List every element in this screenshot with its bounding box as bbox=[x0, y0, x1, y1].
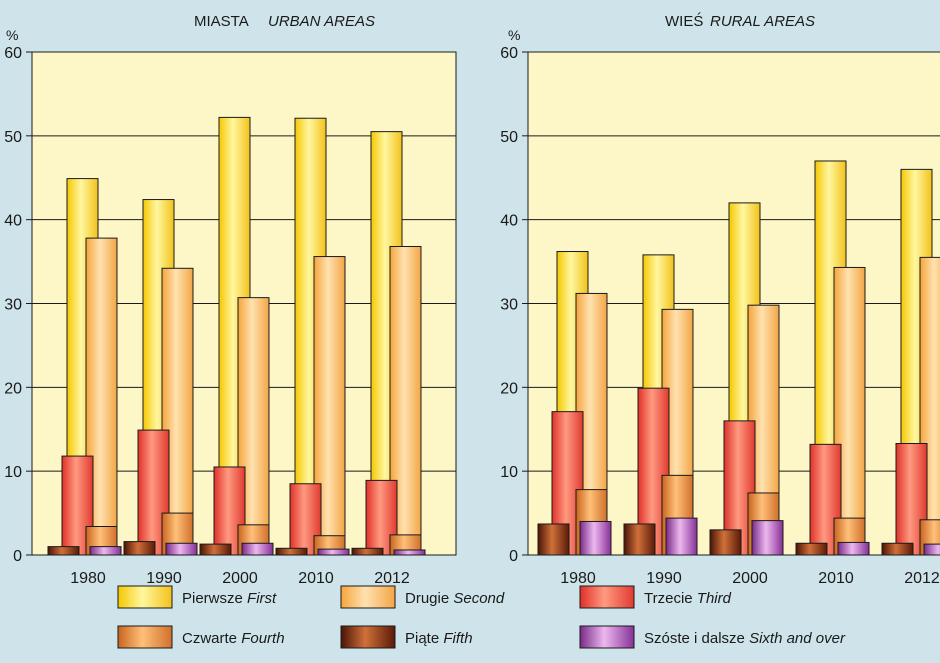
urban-x-axis: 1980 1990 2000 2010 2012 bbox=[70, 570, 410, 587]
y-tick-label: 20 bbox=[500, 380, 518, 397]
y-tick-label: 0 bbox=[509, 548, 518, 565]
y-tick-label: 40 bbox=[500, 213, 518, 230]
legend-swatch bbox=[579, 585, 635, 609]
legend-swatch bbox=[117, 585, 173, 609]
bar-sixth-1980 bbox=[89, 546, 122, 556]
y-tick-label: 30 bbox=[500, 297, 518, 314]
urban-bars bbox=[47, 116, 426, 556]
bar-sixth-1980 bbox=[579, 520, 612, 556]
legend-item-second: Drugie Second bbox=[340, 585, 505, 609]
y-tick-label: 10 bbox=[500, 464, 518, 481]
bar-fifth-2012 bbox=[351, 547, 384, 556]
bar-fifth-2010 bbox=[795, 542, 828, 556]
bar-fifth-2000 bbox=[709, 529, 742, 556]
bar-fifth-2012 bbox=[881, 542, 914, 556]
x-category-label: 2010 bbox=[298, 570, 334, 587]
bar-fifth-2010 bbox=[275, 547, 308, 556]
bar-fifth-1980 bbox=[537, 523, 570, 556]
rural-y-axis: 0 10 20 30 40 50 60 bbox=[500, 45, 528, 565]
legend-label: Trzecie Third bbox=[644, 590, 732, 607]
y-tick-label: 50 bbox=[4, 129, 22, 146]
urban-unit-label: % bbox=[6, 27, 18, 43]
y-tick-label: 0 bbox=[13, 548, 22, 565]
bar-third-1980 bbox=[61, 455, 94, 556]
bar-sixth-2012 bbox=[923, 543, 940, 556]
bar-fifth-1990 bbox=[623, 523, 656, 556]
bar-sixth-2000 bbox=[241, 542, 274, 556]
bar-third-1990 bbox=[137, 429, 170, 556]
rural-title-en: RURAL AREAS bbox=[710, 13, 815, 30]
x-category-label: 2000 bbox=[222, 570, 258, 587]
legend-item-fifth: Piąte Fifth bbox=[340, 625, 473, 649]
rural-title: WIEŚ bbox=[665, 12, 703, 30]
x-category-label: 1990 bbox=[646, 570, 682, 587]
x-category-label: 2000 bbox=[732, 570, 768, 587]
x-category-label: 2012 bbox=[904, 570, 940, 587]
urban-title: MIASTA bbox=[194, 13, 249, 30]
x-category-label: 1980 bbox=[560, 570, 596, 587]
y-tick-label: 50 bbox=[500, 129, 518, 146]
x-category-label: 2012 bbox=[374, 570, 410, 587]
y-tick-label: 20 bbox=[4, 380, 22, 397]
bar-sixth-1990 bbox=[165, 542, 198, 556]
rural-x-axis: 1980 1990 2000 2010 2012 bbox=[560, 570, 940, 587]
legend-item-third: Trzecie Third bbox=[579, 585, 732, 609]
legend-swatch bbox=[340, 585, 396, 609]
legend-label: Czwarte Fourth bbox=[182, 630, 285, 647]
x-category-label: 1990 bbox=[146, 570, 182, 587]
y-tick-label: 10 bbox=[4, 464, 22, 481]
y-tick-label: 30 bbox=[4, 297, 22, 314]
urban-title-en: URBAN AREAS bbox=[268, 13, 375, 30]
bar-sixth-2000 bbox=[751, 520, 784, 556]
y-tick-label: 40 bbox=[4, 213, 22, 230]
rural-panel: WIEŚ RURAL AREAS % 0 10 20 30 40 50 60 1980 199… bbox=[500, 12, 940, 587]
bar-sixth-2010 bbox=[317, 548, 350, 556]
legend-label: Drugie Second bbox=[405, 590, 505, 607]
bar-fifth-1990 bbox=[123, 541, 156, 556]
y-tick-label: 60 bbox=[4, 45, 22, 62]
bar-fifth-1980 bbox=[47, 546, 80, 556]
y-tick-label: 60 bbox=[500, 45, 518, 62]
legend-swatch bbox=[117, 625, 173, 649]
legend-label: Piąte Fifth bbox=[405, 630, 473, 647]
legend-item-sixth: Szóste i dalsze Sixth and over bbox=[579, 625, 846, 649]
x-category-label: 2010 bbox=[818, 570, 854, 587]
bar-sixth-1990 bbox=[665, 517, 698, 556]
legend-swatch bbox=[340, 625, 396, 649]
legend-swatch bbox=[579, 625, 635, 649]
legend-item-fourth: Czwarte Fourth bbox=[117, 625, 285, 649]
rural-bars bbox=[537, 160, 940, 556]
legend-label: Szóste i dalsze Sixth and over bbox=[644, 630, 846, 647]
bar-sixth-2012 bbox=[393, 549, 426, 556]
bar-sixth-2010 bbox=[837, 541, 870, 556]
legend-item-first: Pierwsze First bbox=[117, 585, 277, 609]
rural-unit-label: % bbox=[508, 27, 520, 43]
urban-y-axis: 0 10 20 30 40 50 60 bbox=[4, 45, 32, 565]
x-category-label: 1980 bbox=[70, 570, 106, 587]
bar-fifth-2000 bbox=[199, 543, 232, 556]
legend-label: Pierwsze First bbox=[182, 590, 277, 607]
legend: Pierwsze First Drugie Second Trzecie Third… bbox=[117, 585, 846, 649]
